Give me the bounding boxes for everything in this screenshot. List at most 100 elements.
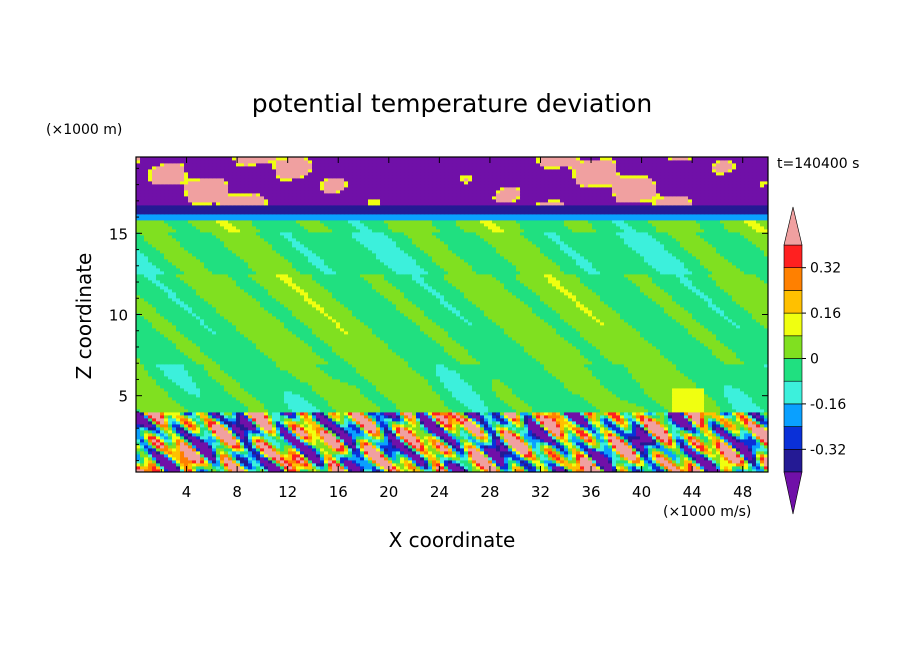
heatmap-cell bbox=[176, 445, 181, 449]
heatmap-cell bbox=[600, 394, 605, 398]
heatmap-cell bbox=[360, 448, 365, 452]
heatmap-cell bbox=[420, 376, 425, 380]
heatmap-cell bbox=[280, 409, 285, 413]
heatmap-cell bbox=[160, 445, 165, 449]
heatmap-cell bbox=[236, 409, 241, 413]
heatmap-cell bbox=[156, 448, 161, 452]
heatmap-cell bbox=[688, 466, 693, 470]
heatmap-cell bbox=[612, 445, 617, 449]
heatmap-cell bbox=[400, 469, 405, 473]
heatmap-cell bbox=[492, 460, 497, 464]
heatmap-cell bbox=[240, 376, 245, 380]
heatmap-cell bbox=[680, 406, 685, 410]
heatmap-cell bbox=[648, 424, 653, 428]
heatmap-cell bbox=[580, 427, 585, 431]
heatmap-cell bbox=[728, 415, 733, 419]
heatmap-cell bbox=[168, 385, 173, 389]
heatmap-cell bbox=[264, 427, 269, 431]
heatmap-cell bbox=[688, 397, 693, 401]
heatmap-cell bbox=[356, 385, 361, 389]
heatmap-cell bbox=[228, 409, 233, 413]
heatmap-cell bbox=[424, 388, 429, 392]
heatmap-cell bbox=[632, 469, 637, 473]
heatmap-cell bbox=[308, 412, 313, 416]
heatmap-cell bbox=[204, 388, 209, 392]
heatmap-cell bbox=[756, 427, 761, 431]
heatmap-cell bbox=[392, 382, 397, 386]
heatmap-cell bbox=[336, 397, 341, 401]
heatmap-cell bbox=[608, 445, 613, 449]
heatmap-cell bbox=[188, 397, 193, 401]
heatmap-cell bbox=[260, 433, 265, 437]
heatmap-cell bbox=[596, 424, 601, 428]
heatmap-cell bbox=[476, 415, 481, 419]
heatmap-cell bbox=[180, 409, 185, 413]
heatmap-cell bbox=[752, 394, 757, 398]
heatmap-cell bbox=[512, 451, 517, 455]
heatmap-cell bbox=[164, 379, 169, 383]
heatmap-cell bbox=[640, 424, 645, 428]
heatmap-cell bbox=[688, 400, 693, 404]
heatmap-cell bbox=[268, 406, 273, 410]
heatmap-cell bbox=[348, 445, 353, 449]
heatmap-cell bbox=[432, 409, 437, 413]
heatmap-cell bbox=[288, 403, 293, 407]
heatmap-cell bbox=[496, 376, 501, 380]
heatmap-cell bbox=[636, 424, 641, 428]
heatmap-cell bbox=[484, 469, 489, 473]
heatmap-cell bbox=[328, 397, 333, 401]
heatmap-cell bbox=[184, 418, 189, 422]
heatmap-cell bbox=[240, 406, 245, 410]
heatmap-cell bbox=[436, 466, 441, 470]
heatmap-cell bbox=[220, 418, 225, 422]
heatmap-cell bbox=[376, 427, 381, 431]
heatmap-cell bbox=[612, 394, 617, 398]
heatmap-cell bbox=[288, 397, 293, 401]
heatmap-cell bbox=[348, 463, 353, 467]
heatmap-cell bbox=[560, 424, 565, 428]
heatmap-cell bbox=[292, 451, 297, 455]
heatmap-cell bbox=[300, 391, 305, 395]
heatmap-cell bbox=[696, 442, 701, 446]
heatmap-cell bbox=[332, 385, 337, 389]
heatmap-cell bbox=[412, 445, 417, 449]
heatmap-cell bbox=[260, 427, 265, 431]
heatmap-cell bbox=[228, 433, 233, 437]
heatmap-cell bbox=[576, 445, 581, 449]
heatmap-cell bbox=[356, 394, 361, 398]
heatmap-cell bbox=[552, 418, 557, 422]
heatmap-cell bbox=[424, 466, 429, 470]
heatmap-cell bbox=[272, 394, 277, 398]
heatmap-cell bbox=[704, 400, 709, 404]
heatmap-cell bbox=[620, 469, 625, 473]
heatmap-cell bbox=[300, 412, 305, 416]
heatmap-cell bbox=[276, 412, 281, 416]
heatmap-cell bbox=[260, 457, 265, 461]
heatmap-cell bbox=[400, 457, 405, 461]
heatmap-cell bbox=[428, 445, 433, 449]
heatmap-cell bbox=[744, 454, 749, 458]
heatmap-cell bbox=[512, 457, 517, 461]
heatmap-cell bbox=[472, 391, 477, 395]
heatmap-cell bbox=[560, 442, 565, 446]
heatmap-cell bbox=[716, 454, 721, 458]
heatmap-cell bbox=[148, 442, 153, 446]
heatmap-cell bbox=[300, 406, 305, 410]
heatmap-cell bbox=[624, 454, 629, 458]
heatmap-cell bbox=[368, 460, 373, 464]
heatmap-cell bbox=[372, 445, 377, 449]
heatmap-cell bbox=[492, 439, 497, 443]
heatmap-cell bbox=[304, 388, 309, 392]
heatmap-cell bbox=[152, 388, 157, 392]
heatmap-cell bbox=[724, 388, 729, 392]
heatmap-cell bbox=[712, 403, 717, 407]
heatmap-cell bbox=[316, 421, 321, 425]
heatmap-cell bbox=[520, 427, 525, 431]
heatmap-cell bbox=[600, 406, 605, 410]
heatmap-cell bbox=[688, 394, 693, 398]
heatmap-cell bbox=[332, 442, 337, 446]
heatmap-cell bbox=[632, 436, 637, 440]
heatmap-cell bbox=[712, 391, 717, 395]
heatmap-cell bbox=[484, 466, 489, 470]
heatmap-cell bbox=[408, 421, 413, 425]
